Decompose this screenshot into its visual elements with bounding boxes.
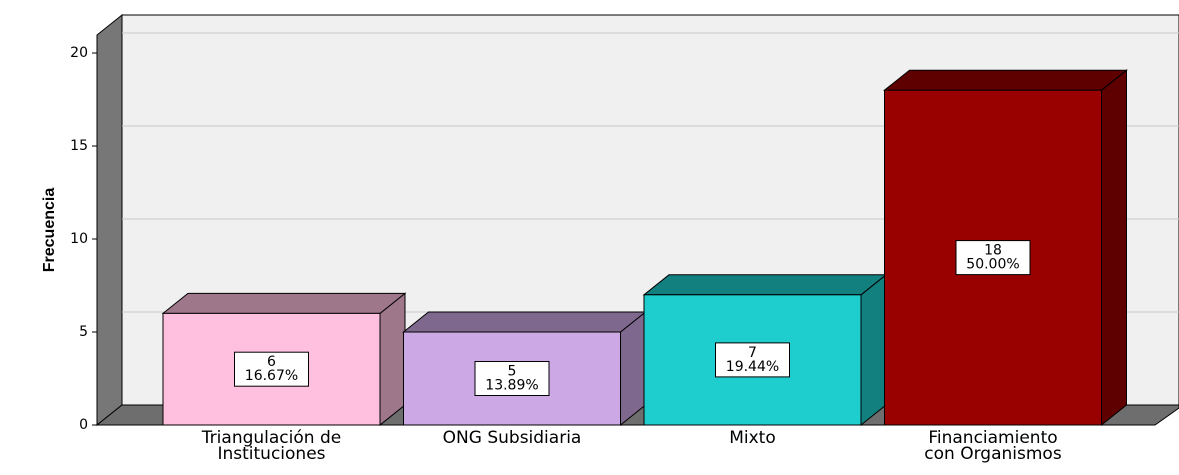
y-axis-title: Frecuencia	[41, 188, 58, 273]
bar-top	[402, 311, 647, 333]
x-tick-label: Mixto	[729, 428, 776, 448]
bar-top	[883, 69, 1128, 91]
bar-side	[379, 292, 406, 427]
label-box	[715, 342, 790, 378]
percent-label: 19.44%	[726, 359, 779, 375]
y-tick-label: 10	[70, 231, 88, 247]
bar-group: 616.67%	[161, 292, 407, 427]
bar-top	[642, 274, 888, 296]
percent-label: 50.00%	[966, 257, 1019, 273]
label-box	[955, 240, 1031, 276]
y-tick-label: 5	[79, 324, 88, 340]
bar-top	[161, 292, 407, 314]
label-box	[474, 361, 550, 396]
x-tick-label: Financiamiento con Organismos	[924, 428, 1062, 464]
y-tick-label: 15	[70, 138, 88, 154]
value-label: 6	[267, 354, 276, 370]
bar-side	[860, 273, 887, 427]
bar-group: 719.44%	[642, 273, 888, 427]
label-box	[234, 351, 309, 387]
y-tick-label: 20	[70, 45, 88, 61]
bar-group: 513.89%	[402, 310, 647, 427]
value-label: 7	[748, 345, 757, 361]
y-tick-label: 0	[79, 417, 88, 433]
x-tick-label: ONG Subsidiaria	[442, 428, 582, 448]
bar-side	[1101, 69, 1127, 427]
side-wall	[96, 13, 123, 427]
x-tick-label: Triangulación de Instituciones	[201, 428, 342, 464]
percent-label: 16.67%	[245, 368, 298, 384]
percent-label: 13.89%	[485, 378, 538, 394]
value-label: 18	[984, 243, 1002, 259]
value-label: 5	[508, 364, 517, 380]
